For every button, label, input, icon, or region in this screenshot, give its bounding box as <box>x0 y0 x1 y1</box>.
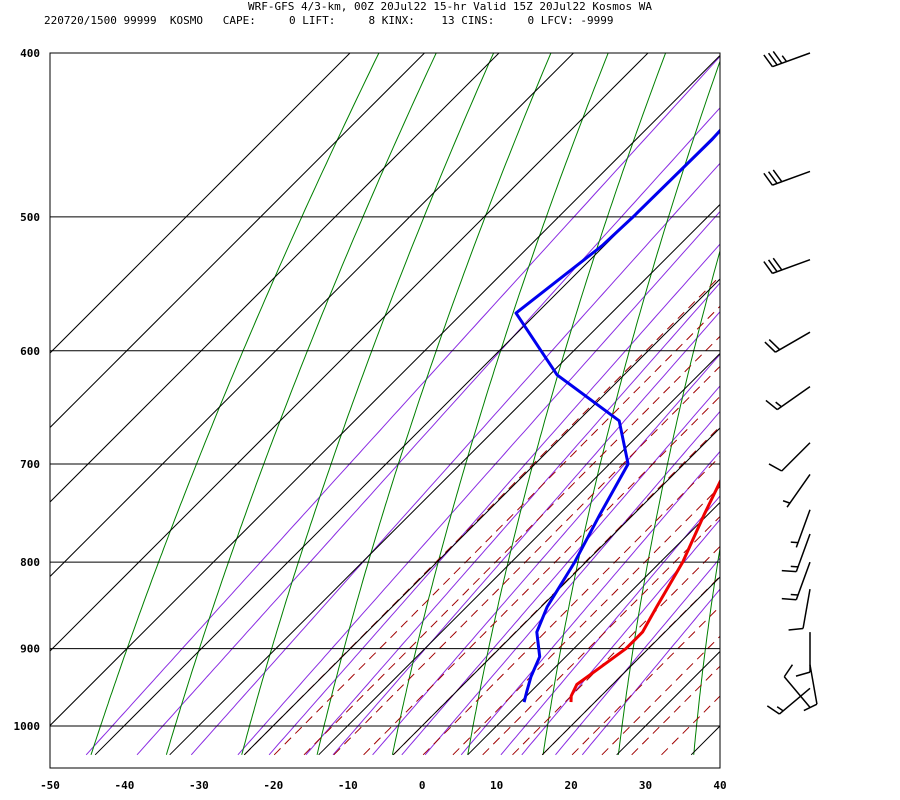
chart-title: WRF-GFS 4/3-km, 00Z 20Jul22 15-hr Valid … <box>248 0 652 13</box>
isotherm-line <box>318 352 720 756</box>
y-tick-label: 900 <box>20 643 40 656</box>
dry-adiabat-line <box>617 249 720 755</box>
mixing-ratio-line <box>237 210 720 756</box>
isotherm-line <box>392 427 720 756</box>
sounding-indices: 220720/1500 99999 KOSMO CAPE: 0 LIFT: 8 … <box>44 14 614 27</box>
wind-barb <box>766 687 811 715</box>
mixing-ratio-line <box>500 495 720 756</box>
isotherm-isobar-grid <box>50 53 720 756</box>
moist-adiabat-line <box>273 305 720 756</box>
wind-barb <box>788 589 811 631</box>
isotherm-line <box>467 501 720 756</box>
isotherm-line <box>50 53 351 354</box>
mixing-ratio-line <box>136 107 720 756</box>
isotherm-line <box>690 725 720 756</box>
wind-barb <box>763 169 811 186</box>
x-tick-label: -50 <box>40 779 60 792</box>
temperature-line <box>569 478 720 703</box>
dry-adiabat-line <box>542 59 720 755</box>
wind-barb <box>763 51 811 68</box>
mixing-ratio-line <box>372 353 720 756</box>
wind-barbs <box>763 51 818 715</box>
x-tick-label: 10 <box>490 779 503 792</box>
mixing-ratio-line <box>581 588 720 756</box>
wind-barb <box>781 561 811 601</box>
isotherm-line <box>50 53 500 503</box>
moist-adiabat-line <box>571 605 720 756</box>
dry-adiabat-line <box>844 44 900 755</box>
wind-barb <box>764 331 811 353</box>
moist-adiabat-line <box>631 665 720 756</box>
moist-adiabat-line <box>333 365 720 756</box>
background-lines <box>85 44 900 756</box>
dry-adiabat-line <box>391 53 609 755</box>
wind-barb <box>781 533 811 573</box>
moist-adiabat-line <box>303 335 720 756</box>
wind-barb <box>763 257 811 275</box>
wind-barb <box>765 386 811 411</box>
plot-frame <box>49 52 721 769</box>
dewpoint-line <box>514 128 720 703</box>
x-tick-label: 40 <box>713 779 726 792</box>
isotherm-line <box>50 54 720 727</box>
mixing-ratio-line <box>332 311 720 756</box>
mixing-ratio-line <box>424 410 720 756</box>
moist-adiabat-line <box>601 635 720 756</box>
mixing-ratio-line <box>85 55 720 756</box>
x-tick-label: -40 <box>115 779 135 792</box>
y-tick-label: 400 <box>20 47 40 60</box>
y-tick-label: 1000 <box>14 720 41 733</box>
profiles <box>514 128 720 703</box>
mixing-ratio-line <box>305 282 720 756</box>
isotherm-line <box>50 53 574 578</box>
moist-adiabat-line <box>363 395 720 756</box>
x-tick-label: 20 <box>564 779 577 792</box>
x-tick-label: -10 <box>338 779 358 792</box>
y-tick-label: 500 <box>20 211 40 224</box>
dry-adiabat-line <box>165 53 437 755</box>
wind-barb <box>783 664 811 708</box>
dry-adiabat-line <box>769 44 898 755</box>
mixing-ratio-line <box>190 162 720 756</box>
x-tick-label: 0 <box>419 779 426 792</box>
isotherm-line <box>50 53 425 429</box>
dry-adiabat-line <box>316 53 552 755</box>
wind-barb <box>803 664 818 712</box>
y-tick-label: 700 <box>20 458 40 471</box>
x-tick-label: -30 <box>189 779 209 792</box>
mixing-ratio-line <box>401 385 720 756</box>
isotherm-line <box>243 278 720 756</box>
y-tick-label: 600 <box>20 345 40 358</box>
dry-adiabat-line <box>693 545 720 755</box>
wind-barb <box>790 509 811 548</box>
isotherm-line <box>50 53 649 652</box>
moist-adiabat-line <box>422 455 720 756</box>
wind-barb <box>782 474 811 508</box>
moist-adiabat-line <box>482 515 720 756</box>
dry-adiabat-line <box>467 53 667 755</box>
x-tick-label: -20 <box>263 779 283 792</box>
wind-barb <box>768 442 811 472</box>
wind-barb <box>795 632 811 677</box>
mixing-ratio-line <box>268 243 720 756</box>
isotherm-line <box>541 576 720 756</box>
y-tick-label: 800 <box>20 556 40 569</box>
dry-adiabat-line <box>241 53 495 755</box>
dry-adiabat-line <box>90 53 380 755</box>
isotherm-line <box>169 203 720 756</box>
x-tick-label: 30 <box>639 779 652 792</box>
tick-labels: 400 500 600 700 800 900 1000 -50 -40 -30 -20 -10 0 10… <box>14 47 727 792</box>
isotherm-line <box>616 650 720 756</box>
mixing-ratio-line <box>460 450 720 756</box>
